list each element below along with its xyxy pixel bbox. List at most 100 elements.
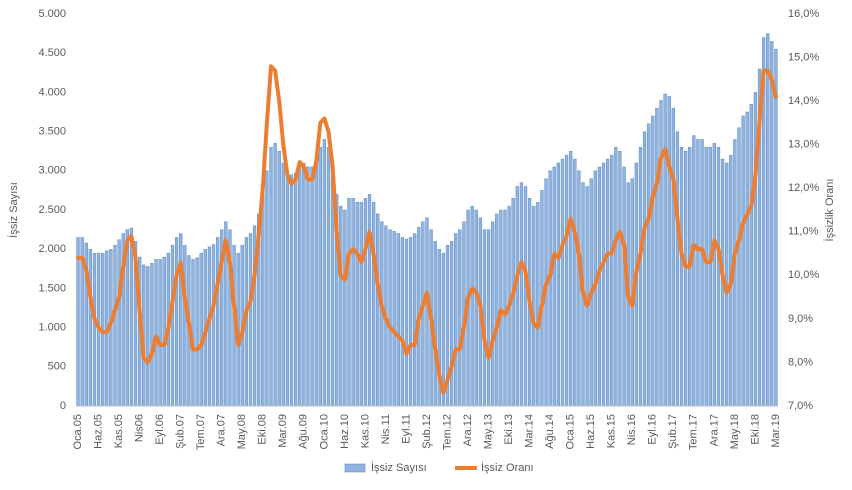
- y-tick-label: 4.000: [38, 86, 66, 98]
- bar: [281, 162, 285, 407]
- bar: [404, 238, 409, 407]
- bar: [688, 147, 692, 407]
- x-tick-label: Ara.07: [216, 414, 228, 446]
- bar: [174, 237, 179, 407]
- x-tick-label: Ara.17: [708, 414, 720, 446]
- y-tick-label: 4.500: [38, 47, 66, 59]
- y-tick-label: 1.000: [38, 322, 66, 334]
- bar: [146, 266, 150, 407]
- x-tick-label: Oca.10: [318, 414, 330, 449]
- bar: [76, 237, 80, 407]
- bar: [766, 33, 770, 407]
- bar: [248, 233, 253, 407]
- bar: [396, 233, 400, 407]
- bar: [569, 150, 573, 407]
- bar: [199, 252, 203, 407]
- bar: [659, 100, 663, 407]
- bar: [150, 263, 154, 407]
- x-tick-label: Tem.07: [195, 414, 207, 450]
- bar: [552, 166, 556, 407]
- x-tick-label: Eki.13: [503, 414, 515, 445]
- bar: [211, 244, 216, 407]
- bar: [433, 241, 437, 407]
- bar: [306, 166, 310, 407]
- bar: [532, 205, 536, 407]
- bar: [183, 245, 187, 407]
- x-tick-label: Tem.17: [688, 414, 700, 450]
- bar: [158, 259, 162, 407]
- y2-tick-label: 16,0%: [788, 8, 819, 20]
- bar: [363, 198, 368, 407]
- bar: [655, 107, 659, 407]
- bar: [449, 241, 454, 407]
- y2-tick-label: 15,0%: [788, 51, 819, 63]
- bar: [622, 166, 626, 407]
- y-tick-label: 2.500: [38, 204, 66, 216]
- y2-tick-label: 8,0%: [788, 356, 813, 368]
- bar: [716, 147, 721, 407]
- bar: [339, 205, 343, 407]
- y2-tick-label: 13,0%: [788, 139, 819, 151]
- x-tick-label: Kas.15: [606, 414, 618, 448]
- x-tick-label: Mar.14: [524, 414, 536, 448]
- bar: [285, 174, 290, 407]
- y-tick-label: 3.000: [38, 165, 66, 177]
- bar: [770, 41, 774, 407]
- bar: [536, 201, 540, 407]
- bar: [486, 229, 491, 407]
- bar: [671, 107, 675, 407]
- bar: [745, 111, 749, 407]
- bar: [774, 49, 778, 407]
- bar: [298, 166, 302, 407]
- y-tick-label: 5.000: [38, 8, 66, 20]
- bar: [261, 194, 265, 407]
- bar: [712, 143, 717, 407]
- bar: [741, 115, 745, 407]
- y2-axis-title: İşsizlik Oranı: [823, 179, 836, 242]
- x-tick-label: Oca.15: [565, 414, 577, 449]
- bar: [359, 201, 363, 407]
- y-axis-title: İşsiz Sayısı: [7, 182, 20, 238]
- bar: [179, 233, 183, 407]
- bar: [408, 237, 413, 407]
- bar: [310, 166, 314, 407]
- x-tick-label: Kas.10: [359, 414, 371, 448]
- bar: [351, 198, 355, 407]
- x-tick-label: Mar.09: [277, 414, 289, 448]
- bar: [679, 147, 684, 407]
- bar: [696, 139, 700, 407]
- x-tick-label: May.18: [729, 414, 741, 449]
- bar: [499, 209, 503, 407]
- bar: [170, 245, 175, 407]
- bar: [314, 162, 318, 407]
- y-tick-label: 3.500: [38, 126, 66, 138]
- bar: [470, 205, 474, 407]
- bar: [618, 150, 622, 407]
- x-tick-label: Kas.05: [113, 414, 125, 448]
- x-tick-label: Eyl.16: [647, 414, 659, 445]
- bar: [277, 150, 281, 407]
- x-tick-label: Oca.05: [72, 414, 84, 449]
- bar: [647, 123, 651, 407]
- bar: [162, 256, 166, 407]
- bar: [700, 139, 704, 407]
- y-tick-label: 2.000: [38, 243, 66, 255]
- x-tick-label: Tem.12: [441, 414, 453, 450]
- y2-tick-label: 14,0%: [788, 95, 819, 107]
- legend-swatch: [344, 463, 366, 473]
- y-tick-label: 1.500: [38, 282, 66, 294]
- bar: [293, 172, 298, 407]
- bar: [556, 162, 561, 407]
- bar: [610, 154, 614, 407]
- bar: [548, 170, 552, 407]
- bar: [129, 227, 134, 407]
- x-tick-label: Ağu.09: [298, 414, 310, 449]
- bar: [605, 158, 610, 407]
- bar: [413, 233, 417, 407]
- bar: [367, 194, 372, 407]
- bar: [88, 248, 93, 407]
- bar: [92, 252, 97, 407]
- y2-tick-label: 9,0%: [788, 313, 813, 325]
- x-tick-label: Eyl.06: [154, 414, 166, 445]
- x-tick-label: Haz.15: [585, 414, 597, 449]
